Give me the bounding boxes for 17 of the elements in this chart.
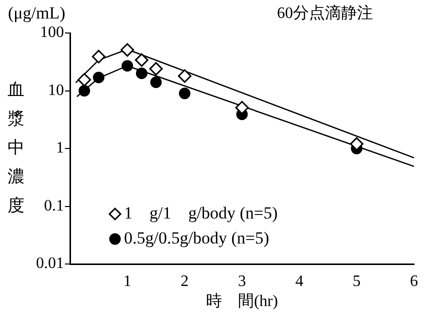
x-tick-label: 2 bbox=[180, 272, 189, 290]
x-tick-label: 3 bbox=[238, 272, 246, 290]
text: (μg/mL) bbox=[8, 3, 66, 22]
y-tick-label: 10 bbox=[48, 82, 64, 99]
legend-label: 0.5g/0.5g/body (n=5) bbox=[124, 228, 270, 248]
x-axis-title: 時 間(hr) bbox=[206, 292, 278, 310]
y-axis-title: 血漿中濃度 bbox=[8, 80, 24, 215]
y-tick-label: 0.01 bbox=[36, 255, 64, 272]
x-tick-label: 4 bbox=[295, 272, 304, 290]
y-tick-label: 0.1 bbox=[44, 197, 64, 214]
x-tick-label: 1 bbox=[123, 272, 132, 290]
chart-title: 60分点滴静注 bbox=[277, 4, 373, 22]
x-tick-label: 5 bbox=[352, 272, 361, 290]
y-tick-label: 1 bbox=[56, 140, 64, 157]
legend-label: 1 g/1 g/body (n=5) bbox=[124, 203, 278, 222]
y-tick-label: 100 bbox=[40, 24, 64, 42]
x-tick-label: 6 bbox=[410, 272, 418, 290]
